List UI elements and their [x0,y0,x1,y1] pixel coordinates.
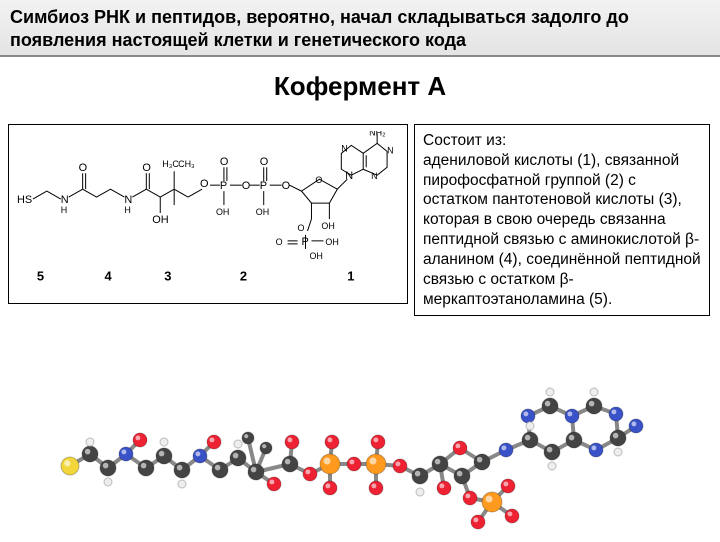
slide-header: Симбиоз РНК и пептидов, вероятно, начал … [0,0,720,57]
svg-text:N: N [341,143,347,153]
atom-oh-c: OH [152,214,168,226]
atom-hn1: H [61,205,67,215]
svg-text:N: N [387,145,393,155]
description-lead: Состоит из: [423,131,701,151]
region-label-3: 3 [164,269,171,284]
atom-h3c: H₃C [162,159,179,169]
description-body: адениловой кислоты (1), связанной пирофо… [423,151,701,310]
base-nh2: NH₂ [369,131,386,137]
ring-o: O [315,175,322,185]
region-label-4: 4 [105,269,113,284]
svg-text:O: O [298,223,305,233]
ring-oh: OH [321,221,334,231]
atom-ohp2: OH [256,207,269,217]
formula-diagram: HS N H O N H O OH [13,131,403,301]
atom-ohp1: OH [216,207,229,217]
svg-text:O: O [242,180,251,192]
region-label-2: 2 [240,269,247,284]
svg-text:N: N [371,171,377,181]
atom-ch3: CH₃ [178,159,195,169]
header-line-2: появления настоящей клетки и генетическо… [10,30,466,50]
svg-text:OH: OH [309,251,322,261]
description-box: Состоит из: адениловой кислоты (1), связ… [414,124,710,316]
svg-text:OH: OH [325,237,338,247]
svg-text:O: O [220,156,229,168]
svg-text:O: O [200,178,209,190]
molecule-3d-model [40,376,680,536]
atom-o2: O [142,162,151,174]
svg-text:O: O [260,156,269,168]
atom-p2: P [260,180,267,192]
atom-o1: O [79,162,88,174]
atom-p1: P [220,180,227,192]
content-area: HS N H O N H O OH [0,102,720,542]
svg-text:O: O [276,237,283,247]
atom-hs: HS [17,194,32,206]
region-label-1: 1 [347,269,354,284]
region-label-5: 5 [37,269,44,284]
structural-formula: HS N H O N H O OH [8,124,408,304]
slide-title: Кофермент А [0,71,720,102]
header-line-1: Симбиоз РНК и пептидов, вероятно, начал … [10,7,629,27]
atom-hn2: H [124,205,130,215]
svg-text:O: O [282,180,291,192]
